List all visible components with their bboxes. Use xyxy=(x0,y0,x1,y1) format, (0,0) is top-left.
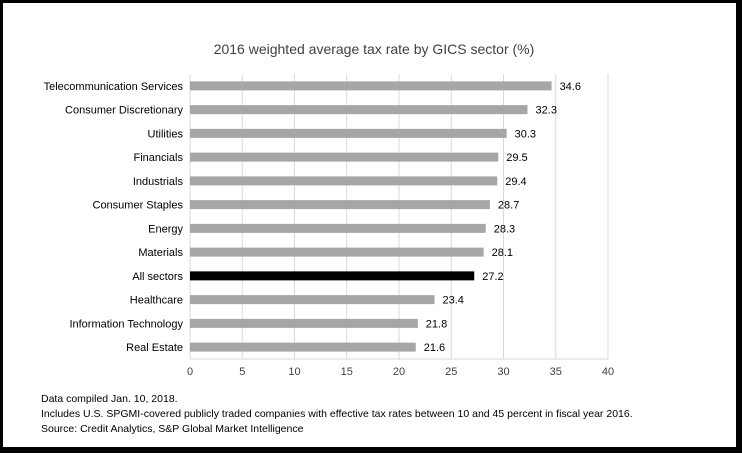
bar xyxy=(190,247,484,257)
data-label: 28.1 xyxy=(492,247,513,259)
bar xyxy=(190,128,507,138)
data-label: 34.6 xyxy=(560,81,581,93)
category-label: Healthcare xyxy=(130,295,183,307)
category-label: Consumer Staples xyxy=(93,200,184,212)
x-tick-label: 40 xyxy=(602,366,614,378)
x-tick-label: 30 xyxy=(497,366,509,378)
footnote-coverage: Includes U.S. SPGMI-covered publicly tra… xyxy=(41,408,633,420)
category-label: Utilities xyxy=(148,128,184,140)
footnote-compiled: Data compiled Jan. 10, 2018. xyxy=(41,393,178,405)
bar xyxy=(190,176,498,186)
bar xyxy=(190,81,552,91)
bar xyxy=(190,223,486,233)
bar xyxy=(190,200,490,210)
bar xyxy=(190,295,435,305)
x-tick-label: 10 xyxy=(288,366,300,378)
bar xyxy=(190,318,418,328)
footnote-source: Source: Credit Analytics, S&P Global Mar… xyxy=(41,423,304,435)
bar xyxy=(190,152,499,162)
category-label: Information Technology xyxy=(69,318,183,330)
category-label: Energy xyxy=(148,223,183,235)
x-tick-label: 0 xyxy=(187,366,193,378)
category-label: Consumer Discretionary xyxy=(65,105,183,117)
x-tick-label: 25 xyxy=(445,366,457,378)
x-tick-label: 35 xyxy=(550,366,562,378)
data-label: 23.4 xyxy=(443,295,464,307)
x-tick-label: 15 xyxy=(341,366,353,378)
data-label: 28.3 xyxy=(494,223,515,235)
bar xyxy=(190,342,416,352)
category-label: Materials xyxy=(138,247,183,259)
data-label: 27.2 xyxy=(482,271,503,283)
chart-title: 2016 weighted average tax rate by GICS s… xyxy=(213,41,535,57)
data-label: 28.7 xyxy=(498,200,519,212)
data-label: 21.8 xyxy=(426,318,447,330)
bar xyxy=(190,105,528,115)
data-label: 30.3 xyxy=(515,128,536,140)
bar xyxy=(190,271,475,281)
data-label: 21.6 xyxy=(424,342,445,354)
category-label: Real Estate xyxy=(126,342,183,354)
x-tick-label: 20 xyxy=(393,366,405,378)
bar-chart: 0 5 10 15 20 25 30 35 40 Telecommunication Servic… xyxy=(44,74,614,378)
category-label: Financials xyxy=(133,152,183,164)
category-label: All sectors xyxy=(132,271,183,283)
category-label: Telecommunication Services xyxy=(44,81,184,93)
data-label: 32.3 xyxy=(536,105,557,117)
data-label: 29.4 xyxy=(505,176,526,188)
x-tick-label: 5 xyxy=(239,366,245,378)
category-label: Industrials xyxy=(133,176,184,188)
data-label: 29.5 xyxy=(506,152,527,164)
